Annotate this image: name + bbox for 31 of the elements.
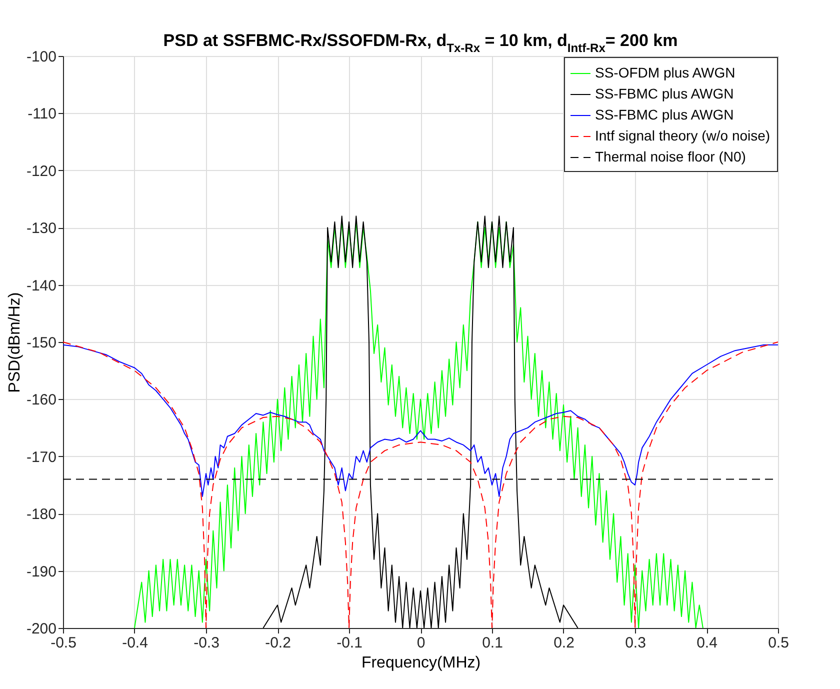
- x-tick-label: 0: [416, 634, 426, 652]
- y-tick-label: -170: [26, 448, 56, 466]
- x-tick-label: -0.1: [336, 634, 362, 652]
- y-tick-label: -140: [26, 277, 56, 294]
- legend-label: Intf signal theory (w/o noise): [595, 128, 770, 144]
- y-tick-label: -190: [26, 563, 56, 580]
- y-tick-label: -100: [26, 48, 56, 66]
- y-tick-label: -200: [26, 620, 56, 638]
- x-tick-label: 0.4: [696, 634, 718, 652]
- legend-label: SS-OFDM plus AWGN: [595, 64, 736, 80]
- x-tick-label: -0.5: [50, 634, 76, 652]
- x-tick-label: 0.2: [554, 634, 574, 652]
- legend-label: Thermal noise floor (N0): [595, 148, 746, 164]
- x-tick-label: -0.4: [122, 634, 148, 652]
- y-axis-title: PSD(dBm/Hz): [6, 292, 24, 393]
- x-tick-label: -0.3: [194, 634, 220, 652]
- x-tick-label: -0.2: [265, 634, 291, 652]
- y-tick-label: -120: [26, 162, 56, 180]
- x-tick-label: 0.1: [482, 634, 503, 652]
- x-tick-label: 0.5: [768, 634, 789, 652]
- x-axis-title: Frequency(MHz): [361, 654, 481, 672]
- y-tick-label: -110: [28, 106, 56, 123]
- y-tick-label: -130: [26, 220, 56, 238]
- y-tick-label: -180: [26, 506, 56, 524]
- legend-label: SS-FBMC plus AWGN: [595, 86, 734, 102]
- legend-label: SS-FBMC plus AWGN: [595, 106, 734, 122]
- line-series: [134, 221, 704, 628]
- x-tick-label: 0.3: [625, 634, 646, 652]
- line-series: [63, 344, 778, 497]
- y-tick-label: -160: [26, 392, 56, 409]
- y-tick-label: -150: [26, 334, 56, 352]
